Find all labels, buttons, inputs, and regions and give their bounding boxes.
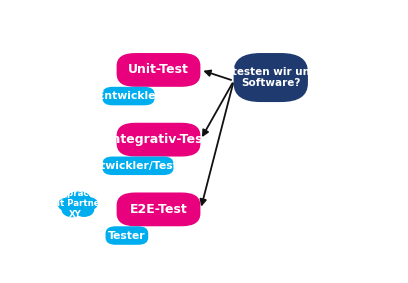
Circle shape bbox=[67, 192, 91, 208]
Text: Absprache
mit Partner
XY: Absprache mit Partner XY bbox=[48, 189, 104, 219]
FancyBboxPatch shape bbox=[117, 123, 200, 156]
Text: E2E-Test: E2E-Test bbox=[130, 203, 187, 216]
Text: Wie testen wir unsere
Software?: Wie testen wir unsere Software? bbox=[206, 67, 335, 88]
FancyBboxPatch shape bbox=[234, 53, 308, 102]
Text: Tester: Tester bbox=[108, 231, 146, 241]
Text: Integrativ-Test: Integrativ-Test bbox=[108, 133, 209, 146]
Text: Entwickler: Entwickler bbox=[97, 91, 160, 101]
FancyBboxPatch shape bbox=[102, 87, 155, 105]
Text: Unit-Test: Unit-Test bbox=[128, 63, 189, 76]
Circle shape bbox=[75, 203, 93, 216]
Circle shape bbox=[80, 198, 98, 209]
FancyBboxPatch shape bbox=[102, 156, 173, 175]
Circle shape bbox=[70, 201, 88, 213]
FancyBboxPatch shape bbox=[117, 53, 200, 87]
Circle shape bbox=[62, 203, 82, 216]
FancyBboxPatch shape bbox=[117, 192, 200, 226]
Circle shape bbox=[58, 198, 76, 211]
Text: Entwickler/Tester: Entwickler/Tester bbox=[85, 161, 191, 171]
FancyBboxPatch shape bbox=[106, 226, 148, 245]
